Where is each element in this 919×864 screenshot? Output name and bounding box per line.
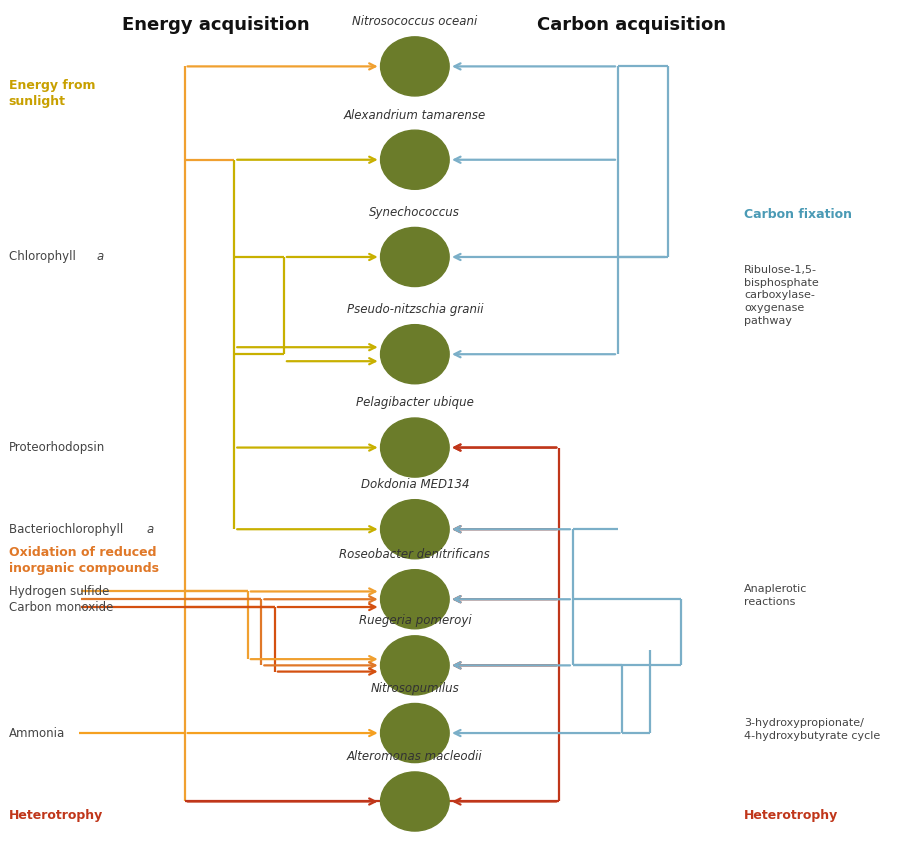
Text: Heterotrophy: Heterotrophy [8, 809, 103, 822]
Circle shape [380, 569, 449, 629]
Text: Carbon monoxide: Carbon monoxide [8, 600, 113, 613]
Text: Energy acquisition: Energy acquisition [122, 16, 310, 34]
Text: Carbon acquisition: Carbon acquisition [537, 16, 726, 34]
Circle shape [380, 325, 449, 384]
Text: Pelagibacter ubique: Pelagibacter ubique [356, 397, 474, 410]
Circle shape [380, 227, 449, 287]
Text: Oxidation of reduced
inorganic compounds: Oxidation of reduced inorganic compounds [8, 546, 159, 575]
Text: Ruegeria pomeroyi: Ruegeria pomeroyi [358, 614, 471, 627]
Circle shape [380, 703, 449, 763]
Circle shape [380, 636, 449, 695]
Text: Proteorhodopsin: Proteorhodopsin [8, 441, 105, 454]
Text: Anaplerotic
reactions: Anaplerotic reactions [744, 584, 808, 607]
Text: Bacteriochlorophyll: Bacteriochlorophyll [8, 523, 127, 536]
Circle shape [380, 37, 449, 96]
Text: Roseobacter denitrificans: Roseobacter denitrificans [339, 548, 490, 561]
Text: Ammonia: Ammonia [8, 727, 65, 740]
Text: Carbon fixation: Carbon fixation [744, 207, 852, 220]
Text: a: a [96, 251, 104, 264]
Circle shape [380, 499, 449, 559]
Text: Pseudo-nitzschia granii: Pseudo-nitzschia granii [346, 303, 483, 316]
Text: Nitrosopumilus: Nitrosopumilus [370, 682, 460, 695]
Text: Nitrosococcus oceani: Nitrosococcus oceani [352, 16, 478, 29]
Text: Alexandrium tamarense: Alexandrium tamarense [344, 109, 486, 122]
Circle shape [380, 418, 449, 477]
Text: Ribulose-1,5-
bisphosphate
carboxylase-
oxygenase
pathway: Ribulose-1,5- bisphosphate carboxylase- … [744, 264, 819, 326]
Text: Chlorophyll: Chlorophyll [8, 251, 79, 264]
Text: Energy from
sunlight: Energy from sunlight [8, 79, 96, 108]
Circle shape [380, 772, 449, 831]
Text: 3-hydroxypropionate/
4-hydroxybutyrate cycle: 3-hydroxypropionate/ 4-hydroxybutyrate c… [744, 718, 880, 740]
Text: Alteromonas macleodii: Alteromonas macleodii [347, 750, 482, 764]
Circle shape [380, 130, 449, 189]
Text: Heterotrophy: Heterotrophy [744, 809, 838, 822]
Text: a: a [147, 523, 154, 536]
Text: Synechococcus: Synechococcus [369, 206, 460, 219]
Text: Hydrogen sulfide: Hydrogen sulfide [8, 585, 109, 598]
Text: Dokdonia MED134: Dokdonia MED134 [360, 478, 469, 491]
